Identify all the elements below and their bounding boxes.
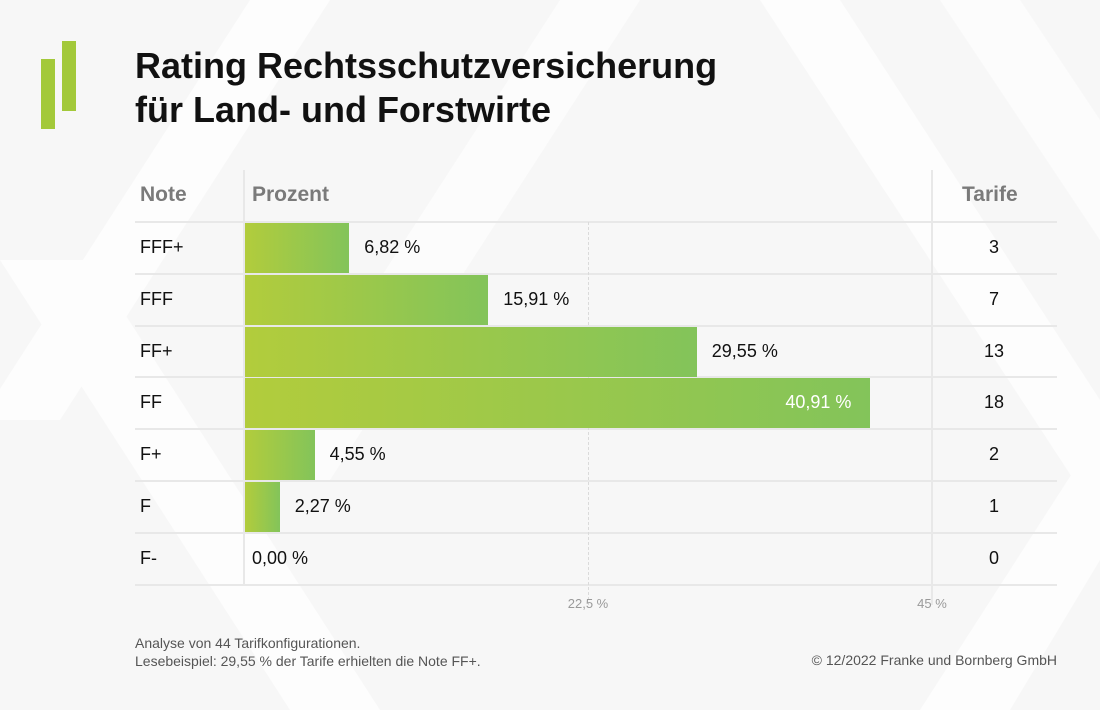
rating-label: F- [140, 547, 157, 568]
row-divider [135, 531, 1057, 534]
bar-FFF [245, 274, 489, 325]
rating-label: FFF+ [140, 236, 184, 257]
bar-FF [245, 378, 871, 429]
chart-title: Rating Rechtsschutzversicherung für Land… [135, 44, 935, 132]
tariff-count: 13 [983, 340, 1005, 361]
logo-bar-right [62, 41, 76, 111]
row-divider [135, 428, 1057, 431]
bar-FFF+ [245, 223, 350, 273]
rating-label: F [140, 495, 151, 516]
rating-label: FF+ [140, 340, 173, 361]
logo-bar-left [41, 59, 55, 129]
rating-label: FFF [140, 288, 173, 309]
value-label: 2,27 % [294, 495, 351, 516]
chart-title-line2: für Land- und Forstwirte [135, 89, 551, 130]
footer-line2: Lesebeispiel: 29,55 % der Tarife erhielt… [135, 653, 481, 669]
row-divider [135, 583, 1057, 586]
header-tariffs: Tarife [962, 183, 1018, 206]
chart-title-line1: Rating Rechtsschutzversicherung [135, 45, 718, 86]
value-label: 6,82 % [364, 236, 421, 257]
row-divider [135, 376, 1057, 379]
brand-logo [41, 41, 76, 129]
header-percent: Prozent [252, 183, 330, 206]
bar-F [245, 482, 280, 532]
footer-note: Analyse von 44 Tarifkonfigurationen. Les… [135, 634, 481, 670]
row-divider [135, 480, 1057, 482]
value-label: 29,55 % [711, 340, 778, 361]
value-label: 0,00 % [252, 547, 309, 568]
value-label: 40,91 % [785, 392, 852, 413]
x-tick-label: 45 % [917, 596, 947, 611]
rating-label: F+ [140, 444, 162, 465]
value-label: 15,91 % [503, 288, 570, 309]
header-note: Note [140, 183, 187, 206]
column-divider-right [931, 170, 933, 605]
tariff-count: 1 [988, 495, 999, 516]
row-divider [135, 324, 1057, 327]
footer-line1: Analyse von 44 Tarifkonfigurationen. [135, 635, 361, 651]
tariff-count: 0 [988, 547, 999, 568]
row-divider [135, 221, 1057, 223]
tariff-count: 7 [988, 288, 999, 309]
tariff-count: 2 [988, 444, 999, 465]
bar-FF+ [245, 326, 697, 377]
row-divider [135, 272, 1057, 275]
value-label: 4,55 % [329, 444, 386, 465]
bar-F+ [245, 430, 315, 481]
tariff-count: 3 [988, 236, 999, 257]
column-divider-left [243, 170, 245, 585]
rating-label: FF [140, 392, 162, 413]
copyright: © 12/2022 Franke und Bornberg GmbH [811, 652, 1057, 668]
tariff-count: 18 [983, 392, 1005, 413]
x-tick-label: 22,5 % [567, 596, 609, 611]
